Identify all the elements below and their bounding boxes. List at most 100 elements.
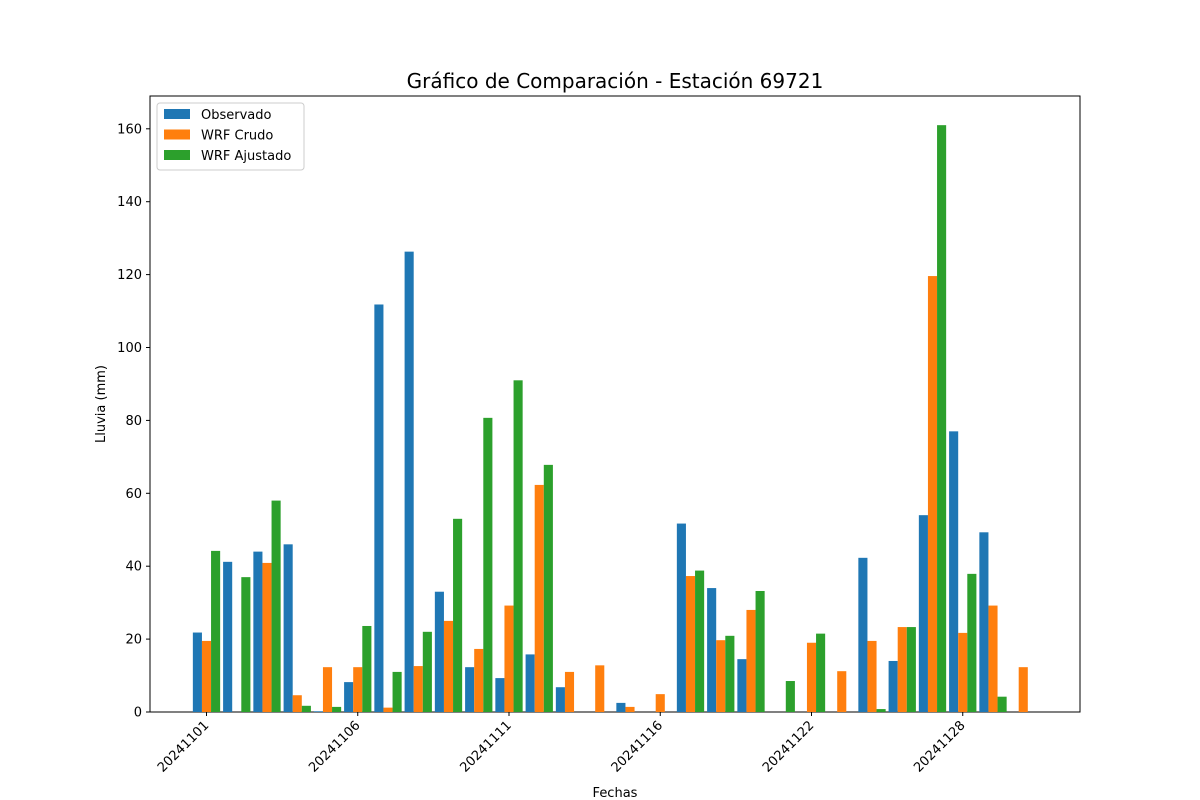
legend: Observado WRF Crudo WRF Ajustado xyxy=(156,102,305,171)
x-axis-label: Fechas xyxy=(593,786,638,800)
legend-label: WRF Crudo xyxy=(201,129,273,144)
bar xyxy=(392,671,402,712)
bar xyxy=(625,706,635,712)
bar xyxy=(495,678,505,712)
bar xyxy=(201,640,212,712)
legend-swatch xyxy=(164,150,190,160)
x-axis: 20241101 20241106 20241111 20241116 20241122… xyxy=(155,712,969,776)
x-tick-label: 20241106 xyxy=(306,718,363,775)
bar xyxy=(655,694,665,712)
bar xyxy=(443,620,454,712)
y-tick-label: 140 xyxy=(117,195,142,210)
bar xyxy=(344,682,354,712)
bar xyxy=(525,654,535,712)
y-tick-label: 20 xyxy=(125,633,142,648)
bar xyxy=(816,633,826,712)
bar xyxy=(322,667,333,712)
bar xyxy=(867,640,877,712)
bar xyxy=(465,667,475,712)
legend-box xyxy=(156,102,305,171)
legend-swatch xyxy=(164,129,190,140)
bar xyxy=(997,696,1007,712)
y-tick-label: 120 xyxy=(117,268,142,283)
y-axis: 0 20 40 60 80 100 120 140 160 xyxy=(117,122,150,721)
x-tick-label: 20241111 xyxy=(457,718,514,775)
bar xyxy=(746,609,756,712)
bar xyxy=(362,625,372,712)
x-tick-label: 20241128 xyxy=(911,718,968,775)
bar xyxy=(262,562,272,712)
bar xyxy=(241,577,251,712)
y-tick-label: 160 xyxy=(117,122,142,137)
bar xyxy=(616,702,626,712)
x-tick-label: 20241101 xyxy=(155,718,212,775)
bar xyxy=(534,484,544,712)
legend-label: WRF Ajustado xyxy=(201,149,291,164)
bar xyxy=(453,518,463,712)
bar xyxy=(858,557,868,712)
y-tick-label: 40 xyxy=(125,560,142,575)
bar xyxy=(383,707,393,712)
legend-swatch xyxy=(164,109,190,119)
chart-title: Gráfico de Comparación - Estación 69721 xyxy=(407,69,824,93)
bar xyxy=(374,304,384,712)
bar xyxy=(949,431,959,712)
bar xyxy=(413,666,423,712)
bar xyxy=(906,627,916,712)
bar xyxy=(685,576,696,712)
bar xyxy=(967,573,977,712)
bar xyxy=(513,380,523,712)
bar xyxy=(543,464,553,712)
bar xyxy=(223,561,233,712)
y-tick-label: 60 xyxy=(125,487,142,502)
bar xyxy=(927,276,938,712)
bar xyxy=(211,550,221,712)
bar xyxy=(876,709,886,712)
bar xyxy=(755,590,765,712)
bar xyxy=(353,667,363,712)
bar xyxy=(888,660,898,712)
bar xyxy=(806,642,817,712)
bar xyxy=(504,605,514,712)
bar xyxy=(725,635,735,712)
bar xyxy=(918,515,928,712)
bar xyxy=(404,251,414,712)
y-axis-label: Lluvia (mm) xyxy=(94,365,109,443)
bar xyxy=(988,605,998,712)
bar xyxy=(958,632,968,712)
bar xyxy=(313,711,323,712)
x-tick-label: 20241116 xyxy=(609,718,666,775)
bar xyxy=(283,544,293,712)
bar xyxy=(937,125,947,712)
y-tick-label: 100 xyxy=(117,341,142,356)
bar xyxy=(785,681,795,712)
bar xyxy=(422,631,432,712)
plot-area xyxy=(149,95,1081,713)
bar xyxy=(434,591,444,712)
legend-label: Observado xyxy=(201,108,272,123)
bar xyxy=(837,671,847,712)
bar xyxy=(1018,667,1028,712)
bar xyxy=(737,659,747,712)
bar xyxy=(897,627,907,712)
bars-group xyxy=(192,125,1028,712)
bar xyxy=(979,532,989,712)
bar xyxy=(695,570,705,712)
bar xyxy=(271,500,281,712)
bar xyxy=(564,671,575,712)
bar xyxy=(483,417,493,712)
bar xyxy=(555,687,565,712)
bar xyxy=(292,695,302,712)
bar xyxy=(716,640,726,712)
bar xyxy=(301,705,311,712)
bar xyxy=(595,665,605,712)
y-tick-label: 80 xyxy=(125,414,142,429)
bar xyxy=(707,588,717,712)
bar xyxy=(253,551,263,712)
x-tick-label: 20241122 xyxy=(760,718,817,775)
y-tick-label: 0 xyxy=(134,706,142,721)
bar xyxy=(676,523,686,712)
bar xyxy=(474,648,484,712)
bar xyxy=(192,632,202,712)
